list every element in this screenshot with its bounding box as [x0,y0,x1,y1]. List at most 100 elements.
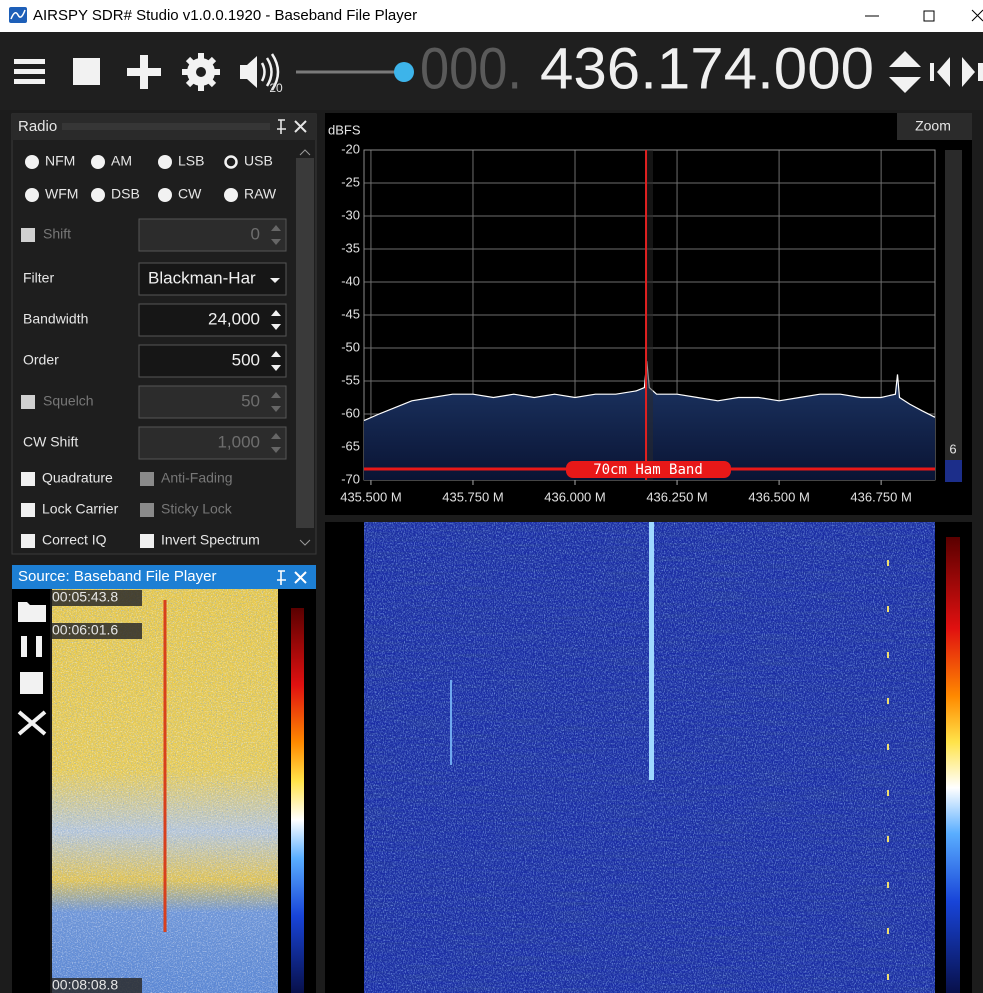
field-input[interactable] [138,385,287,419]
stop-playback-button[interactable] [20,672,43,694]
field-value[interactable]: 0 [251,224,260,243]
mode-radio[interactable] [224,155,238,169]
option-checkbox[interactable] [140,472,154,486]
waterfall-panel [325,522,972,993]
scroll-arrows[interactable] [299,149,311,546]
field-label: Bandwidth [23,311,88,327]
field-label: Shift [43,226,71,242]
option-label[interactable]: Sticky Lock [161,501,233,517]
field-value[interactable]: 1,000 [217,432,260,451]
field-input[interactable] [138,344,287,378]
toolbar [0,32,983,110]
y-tick-label: -55 [341,372,360,387]
y-tick-label: -20 [341,141,360,156]
timestamp: 00:05:43.8 [52,589,118,605]
field-label: Order [23,352,59,368]
frequency-step-buttons[interactable] [889,51,921,93]
timestamp-bg [52,590,142,606]
spinner-arrows[interactable] [271,310,281,330]
frequency-display[interactable]: 436.174.000 [540,36,874,101]
mode-radio[interactable] [91,155,105,169]
field-checkbox[interactable] [21,395,35,409]
option-label[interactable]: Lock Carrier [42,501,119,517]
source-color-scale [291,608,304,993]
stop-button[interactable] [73,58,100,85]
field-input[interactable] [138,262,287,296]
option-checkbox[interactable] [21,472,35,486]
close-panel-button[interactable] [294,120,307,133]
field-value[interactable]: 50 [241,391,260,410]
mode-radio[interactable] [25,188,39,202]
zoom-tab[interactable] [897,113,972,140]
field-input[interactable] [138,303,287,337]
field-value[interactable]: 24,000 [208,309,260,328]
zoom-label[interactable]: Zoom [915,118,951,134]
close-panel-button[interactable] [294,571,307,584]
mode-label[interactable]: USB [244,153,273,169]
option-label[interactable]: Quadrature [42,470,113,486]
spinner-arrows[interactable] [271,225,281,245]
option-checkbox[interactable] [21,503,35,517]
mode-radio[interactable] [158,188,172,202]
level-meter-fill [945,460,962,482]
mode-label[interactable]: LSB [178,153,204,169]
mode-label[interactable]: CW [178,186,202,202]
x-tick-label: 436.250 M [646,489,707,504]
option-label[interactable]: Invert Spectrum [161,532,260,548]
open-file-button[interactable] [18,602,46,622]
pin-button[interactable] [277,570,286,585]
spinner-arrows[interactable] [271,351,281,371]
x-tick-label: 435.750 M [442,489,503,504]
timestamp: 00:06:01.6 [52,622,118,638]
mode-label[interactable]: NFM [45,153,75,169]
field-label: Squelch [43,393,94,409]
mode-label[interactable]: DSB [111,186,140,202]
pause-button[interactable] [21,636,42,657]
close-button[interactable] [971,9,983,22]
menu-button[interactable] [14,59,45,84]
mode-radio[interactable] [91,188,105,202]
option-checkbox[interactable] [140,503,154,517]
y-axis-label: dBFS [328,122,361,137]
mode-radio[interactable] [25,155,39,169]
mode-label[interactable]: AM [111,153,132,169]
option-label[interactable]: Anti-Fading [161,470,233,486]
mode-radio[interactable] [224,188,238,202]
field-label: Filter [23,270,54,286]
maximize-button[interactable] [923,10,935,22]
source-panel: Source: Baseband File Player 00:05:43.8 0… [12,565,316,993]
field-input[interactable] [138,218,287,252]
radio-panel-title: Radio [18,118,57,135]
frequency-leading-digits[interactable]: 000. [420,36,522,101]
tools-button[interactable] [17,710,47,736]
y-tick-label: -30 [341,207,360,222]
volume-button[interactable] [240,53,280,91]
y-tick-label: -65 [341,438,360,453]
field-checkbox[interactable] [21,228,35,242]
filter-band [645,150,654,480]
scrollbar[interactable] [296,158,314,528]
y-tick-label: -50 [341,339,360,354]
pin-button[interactable] [277,119,286,134]
spinner-arrows[interactable] [271,433,281,453]
option-label[interactable]: Correct IQ [42,532,107,548]
mode-radio[interactable] [158,155,172,169]
add-button[interactable] [127,55,161,89]
field-value[interactable]: 500 [232,350,260,369]
mode-label[interactable]: RAW [244,186,277,202]
field-label: CW Shift [23,434,78,450]
field-value[interactable]: Blackman-Har [148,268,256,287]
settings-button[interactable] [182,53,220,91]
field-input[interactable] [138,426,287,460]
volume-level: 20 [269,81,283,95]
volume-slider-knob[interactable] [394,62,414,82]
option-checkbox[interactable] [140,534,154,548]
dropdown-arrow[interactable] [270,278,280,283]
spinner-arrows[interactable] [271,392,281,412]
waterfall-signal [649,522,654,780]
tuning-buttons[interactable] [930,57,983,87]
option-checkbox[interactable] [21,534,35,548]
mode-label[interactable]: WFM [45,186,78,202]
